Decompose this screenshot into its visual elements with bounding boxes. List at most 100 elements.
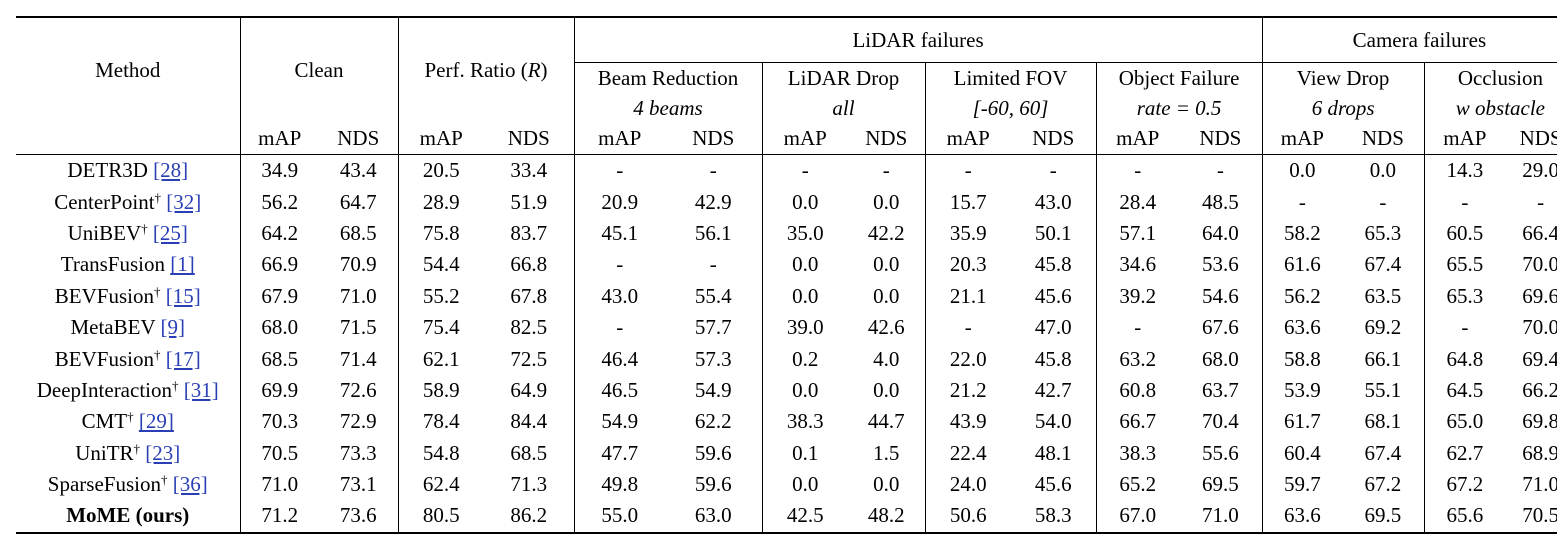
value-cell: - [1261,186,1343,218]
value-cell: 0.0 [761,186,849,218]
value-cell: 68.5 [510,440,548,465]
value-cell: - [573,249,666,281]
citation-link[interactable]: [23] [145,440,181,465]
value-cell: 68.5 [239,343,319,375]
value-cell: 54.4 [397,249,485,281]
perf-ratio-map-header: mAP [397,123,485,155]
value-cell: 38.3 [761,406,849,438]
value-cell: 54.8 [397,437,485,469]
value-cell: 50.1 [1034,220,1072,245]
value-cell: 78.4 [397,406,485,438]
dagger-mark: † [172,377,179,393]
value-cell: 29.0 [1522,158,1557,183]
method-name: MoME (ours) [66,503,190,528]
value-cell: 68.1 [1364,409,1402,434]
value-cell: 34.6 [1095,249,1180,281]
method-name-cell: UniTR† [23] [16,438,240,469]
value-cell: 45.8 [1034,346,1072,371]
citation-link[interactable]: [29] [138,409,174,434]
value-cell: 69.4 [1522,346,1557,371]
citation-link[interactable]: [15] [165,283,201,308]
value-cell: 70.4 [1201,409,1239,434]
method-name: CMT [81,409,128,434]
metric-header-row: mAP NDS mAP NDS mAP NDS mAP NDS mAP NDS mAP NDS mAP N… [16,123,1557,155]
value-cell: 63.7 [1201,377,1239,402]
value-cell: 65.3 [1423,280,1506,312]
value-cell: 67.8 [510,283,548,308]
value-cell: 43.9 [924,406,1012,438]
table-row: MoME (ours) 71.2 73.6 80.5 86.2 55.0 63.0 42.5 4… [16,500,1557,534]
perf-ratio-header: Perf. Ratio (R) [397,16,575,123]
results-table: Method Clean Perf. Ratio (R) LiDAR failu… [16,16,1557,534]
value-cell: - [1095,154,1180,187]
value-cell: 73.3 [339,440,377,465]
value-cell: 68.5 [339,220,377,245]
table-row: DETR3D [28] 34.9 43.4 20.5 33.4- - - - - - - -0.0 0.… [16,154,1557,187]
citation-link[interactable]: [32] [166,189,202,214]
value-cell: 69.5 [1342,500,1425,534]
limited-fov-nds-header: NDS [1011,123,1097,155]
group-name-lidar-drop: LiDAR Drop [761,62,926,93]
value-cell: 42.9 [694,189,732,214]
citation-link[interactable]: [9] [160,315,186,340]
value-cell: 48.1 [1034,440,1072,465]
value-cell: 0.0 [873,472,900,497]
value-cell: 15.7 [924,186,1012,218]
value-cell: 51.9 [510,189,548,214]
citation-link[interactable]: [36] [172,472,208,497]
value-cell: - [1423,186,1506,218]
value-cell: 66.2 [1522,377,1557,402]
value-cell: 69.8 [1522,409,1557,434]
citation-link[interactable]: [28] [153,158,189,183]
value-cell: - [924,154,1012,187]
value-cell: 54.9 [694,377,732,402]
group-name-object-failure: Object Failure [1095,62,1263,93]
method-name: UniBEV [67,220,142,245]
table-row: TransFusion [1] 66.9 70.9 54.4 66.8- -0.0 0.0 2… [16,249,1557,281]
dagger-mark: † [141,220,148,236]
citation-link[interactable]: [31] [183,377,219,402]
method-name: MetaBEV [70,315,156,340]
value-cell: 43.4 [339,158,377,183]
value-cell: 43.0 [573,280,666,312]
value-cell: 64.0 [1201,220,1239,245]
value-cell: 65.6 [1423,500,1506,534]
method-header: Method [16,16,240,123]
value-cell: 65.0 [1423,406,1506,438]
citation-link[interactable]: [1] [170,252,195,277]
value-cell: 0.1 [761,437,849,469]
method-name: DeepInteraction [36,377,172,402]
value-cell: 0.0 [761,374,849,407]
value-cell: 54.9 [573,406,666,438]
citation-link[interactable]: [17] [165,346,201,371]
value-cell: 60.5 [1423,217,1506,250]
value-cell: 61.7 [1261,406,1343,438]
citation-link[interactable]: [25] [152,220,188,245]
value-cell: 70.3 [239,406,319,438]
value-cell: 71.0 [1179,500,1263,534]
value-cell: 47.0 [1034,315,1072,340]
value-cell: - [882,158,890,183]
value-cell: 1.5 [873,440,900,465]
group-name-beam-reduction: Beam Reduction [573,62,763,93]
value-cell: 58.9 [397,374,485,407]
view-drop-map-header: mAP [1261,123,1343,155]
value-cell: 46.4 [573,343,666,375]
group-setting-object-failure: rate = 0.5 [1095,93,1263,123]
value-cell: 55.2 [397,280,485,312]
value-cell: 71.4 [339,346,377,371]
group-setting-limited-fov: [-60, 60] [924,93,1097,123]
value-cell: 38.3 [1095,437,1180,469]
value-cell: 65.5 [1423,249,1506,281]
value-cell: 70.5 [1505,500,1557,534]
value-cell: - [924,311,1012,344]
value-cell: 64.9 [510,377,548,402]
method-name-cell: DeepInteraction† [31] [16,375,240,406]
value-cell: 14.3 [1423,154,1506,187]
value-cell: 57.1 [1095,217,1180,250]
value-cell: 71.0 [239,468,319,501]
value-cell: 4.0 [873,346,900,371]
value-cell: 20.3 [924,249,1012,281]
value-cell: 80.5 [397,500,485,534]
value-cell: 68.9 [1522,440,1557,465]
